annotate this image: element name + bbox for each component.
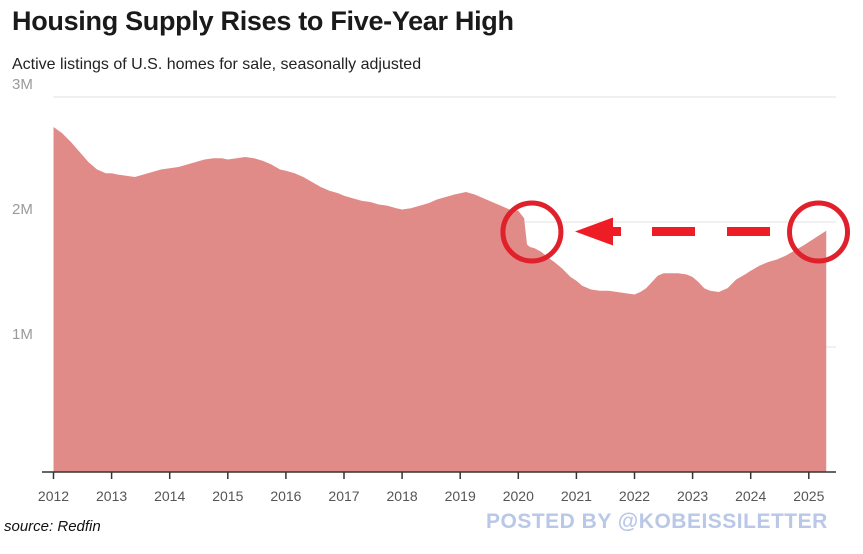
x-tick-label: 2022 xyxy=(619,488,650,504)
x-tick-label: 2021 xyxy=(561,488,592,504)
x-tick-label: 2013 xyxy=(96,488,127,504)
source-note: source: Redfin xyxy=(4,518,101,535)
annotations xyxy=(500,200,851,264)
x-tick-label: 2019 xyxy=(445,488,476,504)
x-axis-labels: 2012 2013 2014 2015 2016 2017 2018 2019 2020 2021… xyxy=(38,488,825,504)
chart-title: Housing Supply Rises to Five-Year High xyxy=(12,6,514,36)
x-tick-label: 2020 xyxy=(503,488,534,504)
y-axis-labels: 1M 2M 3M xyxy=(12,76,33,343)
x-tick-label: 2014 xyxy=(154,488,185,504)
chart-subtitle: Active listings of U.S. homes for sale, … xyxy=(12,56,422,73)
x-tick-label: 2023 xyxy=(677,488,708,504)
y-tick-label: 2M xyxy=(12,201,33,218)
y-tick-label: 3M xyxy=(12,76,33,93)
x-axis-ticks xyxy=(52,472,810,479)
x-tick-label: 2025 xyxy=(793,488,824,504)
highlight-circle-2025 xyxy=(787,200,851,264)
listings-area-series xyxy=(53,127,827,472)
x-tick-label: 2024 xyxy=(735,488,766,504)
x-tick-label: 2015 xyxy=(212,488,243,504)
highlight-circle-2020 xyxy=(500,200,564,264)
y-tick-label: 1M xyxy=(12,326,33,343)
watermark: POSTED BY @KOBEISSILETTER xyxy=(486,510,828,533)
x-tick-label: 2016 xyxy=(270,488,301,504)
x-tick-label: 2012 xyxy=(38,488,69,504)
arrow-head xyxy=(575,217,613,246)
x-tick-label: 2018 xyxy=(387,488,418,504)
x-tick-label: 2017 xyxy=(328,488,359,504)
